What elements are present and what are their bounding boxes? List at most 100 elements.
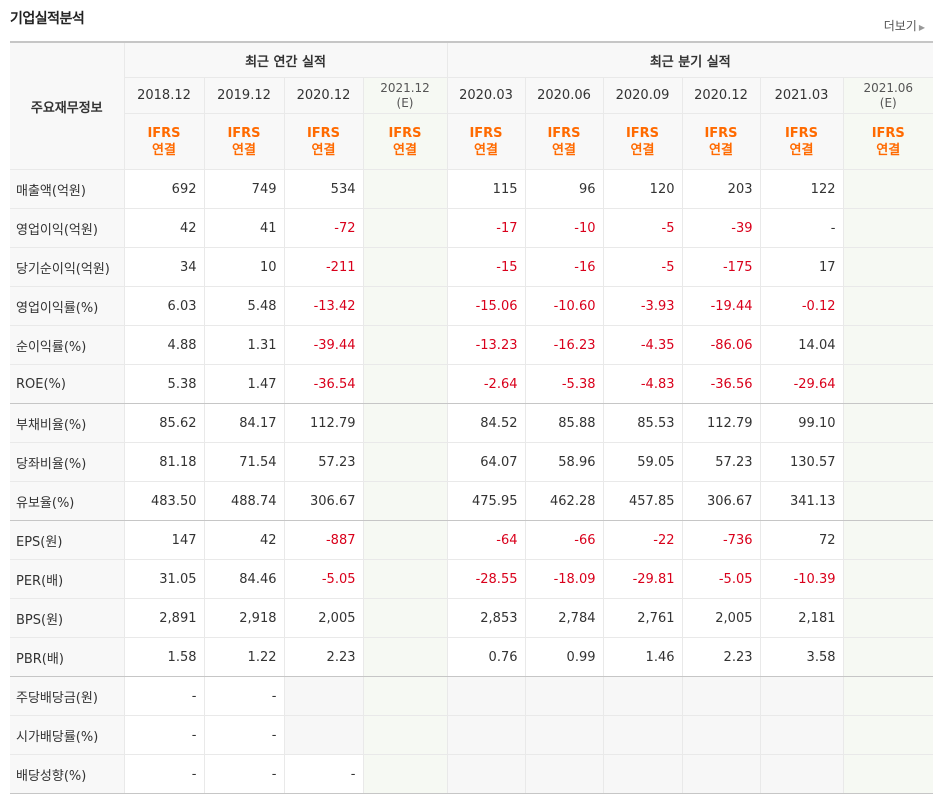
value-cell: -29.81 — [603, 559, 683, 599]
value-cell: - — [204, 715, 285, 755]
value-cell: -2.64 — [447, 364, 526, 404]
value-cell: 85.88 — [525, 403, 604, 443]
value-cell: 2,005 — [682, 598, 761, 638]
table-row: 당기순이익(억원) 34 10 -211 -15 -16 -5 -175 17 — [10, 247, 933, 287]
accounting-standard-header: IFRS 연결 — [682, 113, 761, 170]
value-cell: -19.44 — [682, 286, 761, 326]
consolidated-label: 연결 — [152, 142, 176, 158]
ifrs-label: IFRS — [469, 125, 503, 141]
value-cell — [447, 754, 526, 794]
value-cell: -29.64 — [760, 364, 844, 404]
value-cell: -16 — [525, 247, 604, 287]
period-date: 2020.06 — [537, 88, 591, 103]
value-cell: 1.58 — [124, 637, 205, 677]
value-cell — [447, 676, 526, 716]
value-cell — [843, 598, 933, 638]
row-label: PER(배) — [10, 559, 125, 599]
value-cell: -36.54 — [284, 364, 364, 404]
accounting-standard-header: IFRS 연결 — [284, 113, 364, 170]
ifrs-label: IFRS — [388, 125, 422, 141]
row-label: PBR(배) — [10, 637, 125, 677]
value-cell — [843, 559, 933, 599]
value-cell: - — [124, 715, 205, 755]
ifrs-label: IFRS — [704, 125, 738, 141]
value-cell — [843, 325, 933, 365]
value-cell: 81.18 — [124, 442, 205, 482]
consolidated-label: 연결 — [393, 142, 417, 158]
value-cell: -15.06 — [447, 286, 526, 326]
table-row: 영업이익(억원) 42 41 -72 -17 -10 -5 -39- — [10, 208, 933, 248]
accounting-standard-header: IFRS 연결 — [204, 113, 285, 170]
value-cell: - — [204, 676, 285, 716]
value-cell: - — [284, 754, 364, 794]
value-cell — [603, 715, 683, 755]
value-cell: 85.53 — [603, 403, 683, 443]
value-cell: 457.85 — [603, 481, 683, 521]
value-cell — [525, 715, 604, 755]
value-cell — [363, 715, 448, 755]
period-date: 2018.12 — [137, 88, 191, 103]
value-cell: 42 — [124, 208, 205, 248]
value-cell: 0.99 — [525, 637, 604, 677]
table-row: 순이익률(%) 4.88 1.31 -39.44 -13.23 -16.23 -4.35 -8… — [10, 325, 933, 365]
period-date: 2020.03 — [459, 88, 513, 103]
value-cell: 534 — [284, 169, 364, 209]
more-link-label: 더보기 — [883, 19, 917, 33]
estimate-marker: (E) — [879, 95, 897, 110]
accounting-standard-header: IFRS 연결 — [525, 113, 604, 170]
period-date-header: 2020.12 — [682, 77, 761, 114]
table-row: 영업이익률(%) 6.03 5.48 -13.42 -15.06 -10.60 -3.93-… — [10, 286, 933, 326]
value-cell: 2.23 — [284, 637, 364, 677]
period-date: 2020.12 — [694, 88, 748, 103]
value-cell: -887 — [284, 520, 364, 560]
value-cell: 1.31 — [204, 325, 285, 365]
value-cell: -175 — [682, 247, 761, 287]
value-cell: -736 — [682, 520, 761, 560]
value-cell — [363, 403, 448, 443]
value-cell: -18.09 — [525, 559, 604, 599]
value-cell: 120 — [603, 169, 683, 209]
table-row: 주당배당금(원) - - — [10, 676, 933, 716]
value-cell: -39 — [682, 208, 761, 248]
value-cell — [284, 715, 364, 755]
value-cell — [843, 676, 933, 716]
consolidated-label: 연결 — [709, 142, 733, 158]
table-row: BPS(원) 2,891 2,918 2,005 2,853 2,784 2,761 2,00… — [10, 598, 933, 638]
value-cell: -5.05 — [682, 559, 761, 599]
period-date: 2020.09 — [615, 88, 670, 103]
accounting-standard-header: IFRS 연결 — [843, 113, 933, 170]
value-cell — [843, 247, 933, 287]
value-cell: -28.55 — [447, 559, 526, 599]
value-cell: 17 — [760, 247, 844, 287]
period-date: 2019.12 — [217, 88, 271, 103]
value-cell — [760, 676, 844, 716]
value-cell: 41 — [204, 208, 285, 248]
value-cell: -13.23 — [447, 325, 526, 365]
more-link[interactable]: 더보기 ▶ — [884, 17, 925, 34]
row-label: 당좌비율(%) — [10, 442, 125, 482]
value-cell: -16.23 — [525, 325, 604, 365]
value-cell — [843, 169, 933, 209]
value-cell: -22 — [603, 520, 683, 560]
value-cell: 72 — [760, 520, 844, 560]
period-date-header: 2018.12 — [124, 77, 205, 114]
value-cell: 2,853 — [447, 598, 526, 638]
value-cell — [760, 715, 844, 755]
quarter-group-header: 최근 분기 실적 — [447, 41, 933, 78]
row-label: EPS(원) — [10, 520, 125, 560]
value-cell: 6.03 — [124, 286, 205, 326]
value-cell — [682, 715, 761, 755]
value-cell — [843, 754, 933, 794]
value-cell: 99.10 — [760, 403, 844, 443]
period-date-header: 2021.06 (E) — [843, 77, 933, 114]
value-cell: 2,918 — [204, 598, 285, 638]
value-cell: -5 — [603, 208, 683, 248]
value-cell: -3.93 — [603, 286, 683, 326]
row-label: 영업이익률(%) — [10, 286, 125, 326]
value-cell: 2,784 — [525, 598, 604, 638]
value-cell: - — [124, 754, 205, 794]
row-label: BPS(원) — [10, 598, 125, 638]
value-cell: 14.04 — [760, 325, 844, 365]
value-cell: -5.38 — [525, 364, 604, 404]
